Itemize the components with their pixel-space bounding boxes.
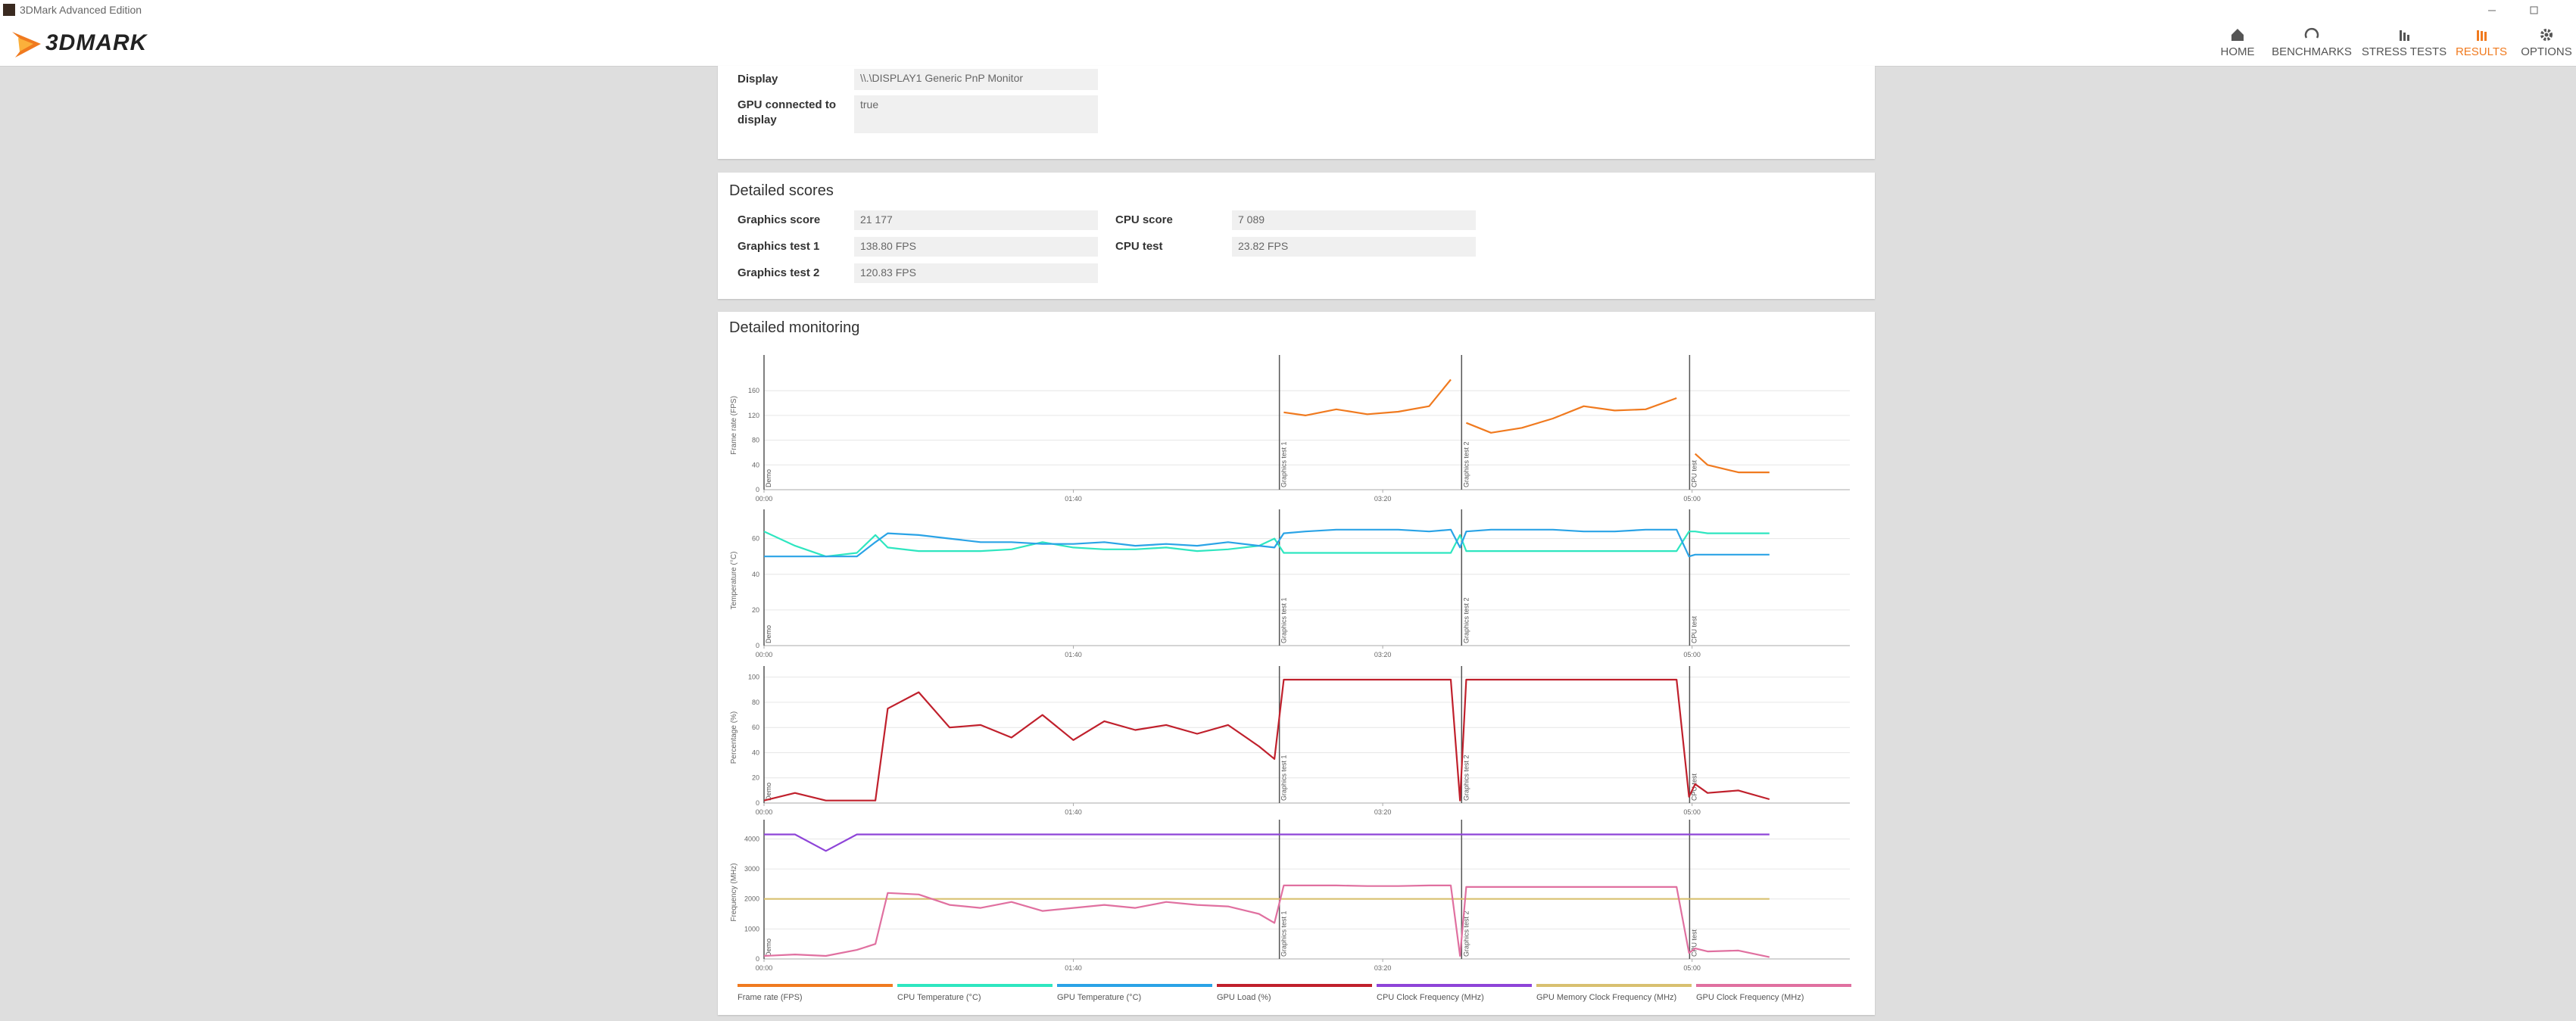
app-icon [3, 4, 15, 16]
nav-item[interactable]: STRESS TESTS [2361, 45, 2447, 58]
logo-mark [12, 32, 41, 58]
window-title: 3DMark Advanced Edition [20, 4, 142, 16]
scores-panel: Detailed scores Graphics score 21 177 Grap… [718, 173, 1875, 299]
window-controls [2488, 6, 2538, 14]
restore[interactable] [2530, 6, 2538, 14]
score-label: Graphics score [738, 213, 821, 226]
monitoring-panel: Detailed monitoring [718, 312, 1875, 1015]
nav-item[interactable]: OPTIONS [2521, 45, 2572, 58]
score-label: CPU score [1115, 213, 1173, 226]
nav-item[interactable]: RESULTS [2455, 45, 2508, 58]
panel-title: Detailed scores [729, 182, 834, 199]
nav-item[interactable]: BENCHMARKS [2272, 45, 2352, 58]
system-info-panel: Display \\.\DISPLAY1 Generic PnP Monitor G… [718, 66, 1875, 159]
score-label: CPU test [1115, 240, 1163, 253]
panel-title: Detailed monitoring [729, 319, 860, 336]
score-label: Graphics test 2 [738, 266, 820, 279]
score-value: 120.83 FPS [854, 263, 1098, 283]
field-label: Display [738, 73, 778, 86]
score-value: 138.80 FPS [854, 237, 1098, 257]
score-value: 7 089 [1232, 210, 1476, 230]
field-value: \\.\DISPLAY1 Generic PnP Monitor [854, 69, 1098, 90]
header [0, 0, 2576, 67]
score-value: 21 177 [854, 210, 1098, 230]
field-label: GPU connected to display [738, 98, 837, 126]
score-label: Graphics test 1 [738, 240, 820, 253]
nav-item[interactable]: HOME [2220, 45, 2255, 58]
field-value: true [854, 95, 1098, 133]
score-value: 23.82 FPS [1232, 237, 1476, 257]
logo: 3DMARK [45, 30, 148, 55]
